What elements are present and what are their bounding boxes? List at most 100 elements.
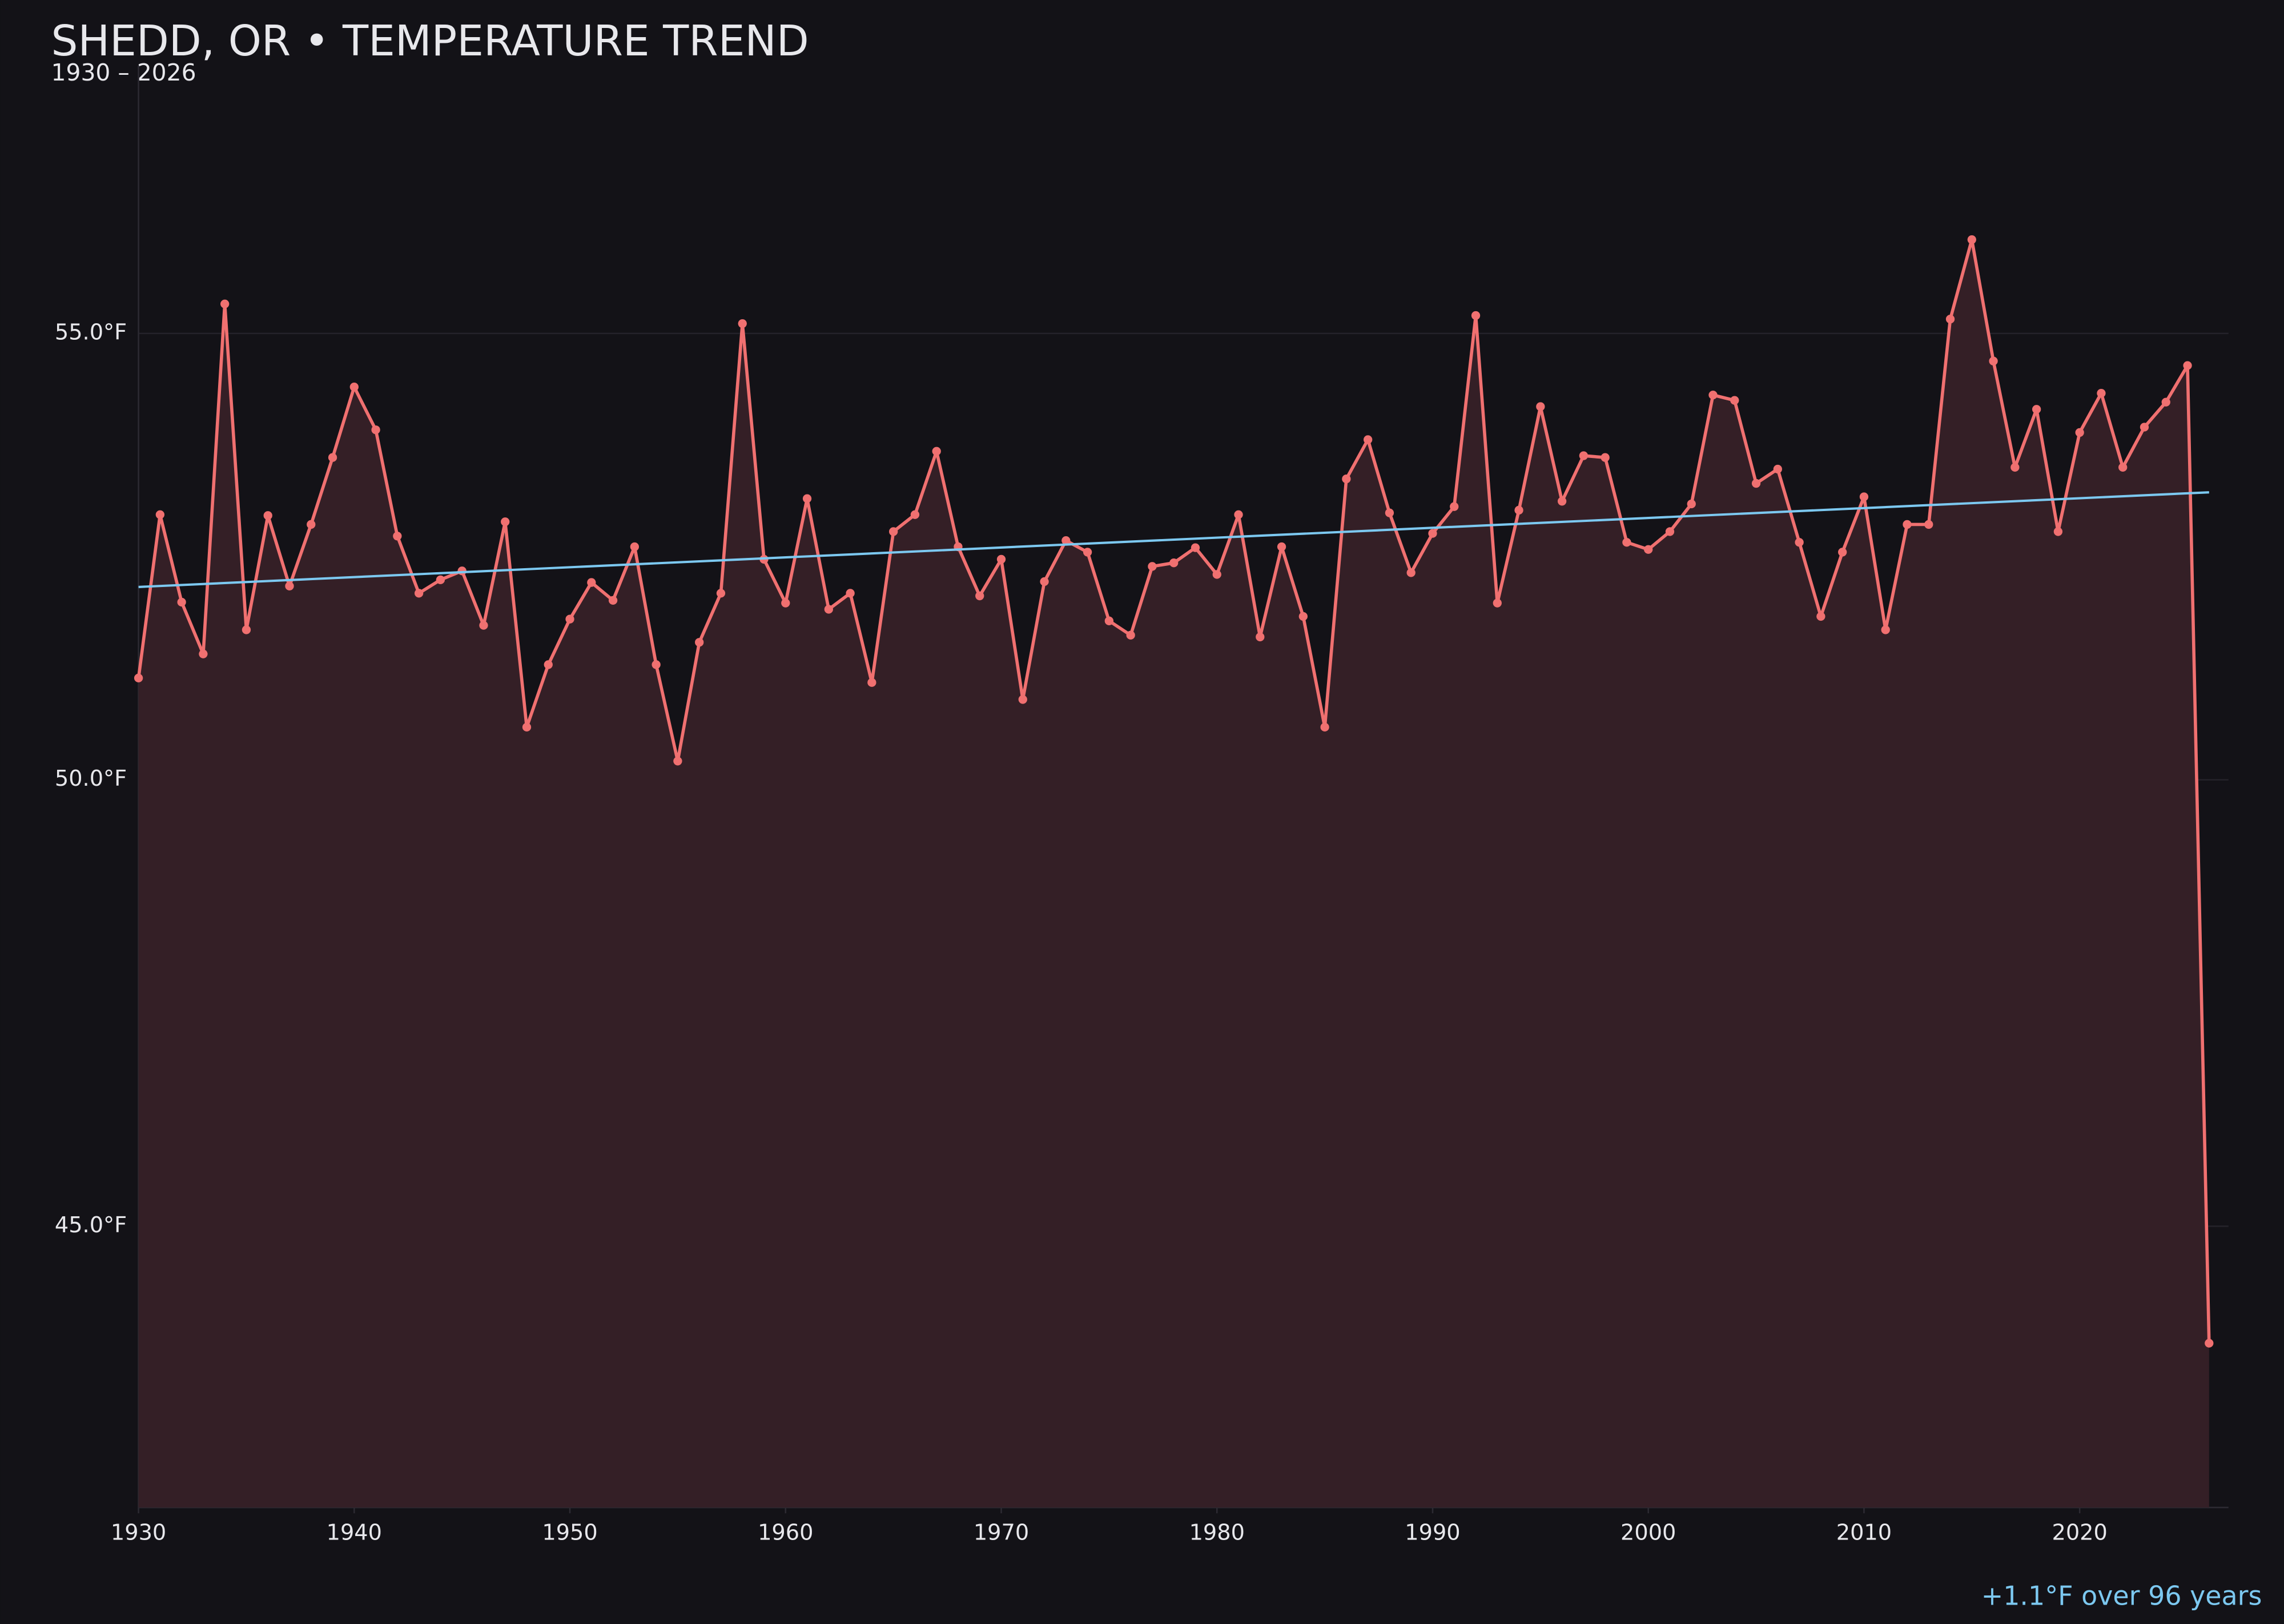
point [716,589,726,598]
point [1169,558,1179,568]
point [1298,612,1308,621]
point [1191,543,1200,552]
point [2118,463,2128,472]
point [371,425,380,435]
point [1514,505,1523,515]
point [932,447,941,456]
point [1234,510,1243,519]
point [1277,542,1286,552]
y-tick-label: 50.0°F [55,766,127,791]
point [263,511,272,520]
point [1126,630,1135,640]
point [544,660,553,669]
point [888,527,898,536]
point [1256,632,1265,642]
point [177,597,186,607]
point [1816,612,1825,621]
point [199,649,208,658]
point [349,383,359,392]
point [1493,598,1502,608]
point [975,591,984,601]
point [824,605,833,614]
point [1428,529,1437,538]
x-tick-label: 1970 [974,1520,1029,1545]
point [1040,577,1049,586]
point [2010,463,2020,472]
y-tick-label: 55.0°F [55,319,127,345]
point [2075,428,2084,437]
point [652,660,661,669]
x-tick-label: 1950 [542,1520,597,1545]
area [138,239,2209,1508]
point [1450,502,1459,511]
point [1601,453,1610,462]
point [2183,361,2192,370]
point [1773,464,1782,474]
point [1751,479,1761,488]
point [1320,722,1329,732]
chart-title: SHEDD, OR • TEMPERATURE TREND [51,17,809,66]
chart-subtitle: 1930 – 2026 [51,59,196,86]
point [1061,536,1071,545]
point [522,722,532,732]
x-tick-label: 1990 [1405,1520,1460,1545]
point [1622,538,1631,547]
point [1104,616,1114,625]
point [1967,235,1976,244]
point [2032,405,2041,414]
point [608,596,618,605]
point [134,673,143,683]
point [1579,451,1589,460]
point [2053,527,2063,536]
point [1342,475,1351,484]
point [393,532,402,541]
point [738,319,747,328]
point [1795,538,1804,547]
point [1018,695,1027,704]
point [910,510,920,519]
point [307,520,316,529]
point [1881,625,1890,634]
point [1730,396,1739,405]
x-tick-label: 2010 [1836,1520,1892,1545]
point [2205,1338,2214,1348]
point [285,581,294,590]
point [1687,499,1696,509]
point [695,638,704,647]
x-tick-label: 1940 [327,1520,382,1545]
point [501,517,510,526]
point [867,678,876,687]
point [2140,423,2149,432]
point [1471,311,1481,320]
point [1708,391,1718,400]
point [1903,520,1912,529]
x-tick-label: 2020 [2052,1520,2107,1545]
trend-annotation: +1.1°F over 96 years [1981,1581,2262,1611]
x-tick-label: 2000 [1620,1520,1676,1545]
point [220,299,230,308]
point [2097,388,2106,398]
point [1406,568,1416,577]
point [1557,497,1567,506]
point [802,494,812,503]
point [1148,562,1157,571]
point [1083,548,1092,557]
point [1945,315,1955,324]
point [1838,548,1847,557]
point [1536,402,1545,411]
point [155,510,165,519]
point [2161,397,2170,407]
point [1212,570,1221,579]
point [242,625,251,634]
point [996,554,1006,564]
point [846,589,855,598]
point [1385,508,1394,517]
x-tick-label: 1980 [1189,1520,1245,1545]
point [1859,492,1869,501]
point [565,614,574,624]
point [1644,545,1653,554]
point [479,621,488,630]
point [587,578,596,587]
point [630,542,640,552]
